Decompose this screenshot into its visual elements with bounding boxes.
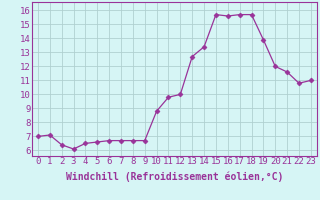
X-axis label: Windchill (Refroidissement éolien,°C): Windchill (Refroidissement éolien,°C) — [66, 172, 283, 182]
